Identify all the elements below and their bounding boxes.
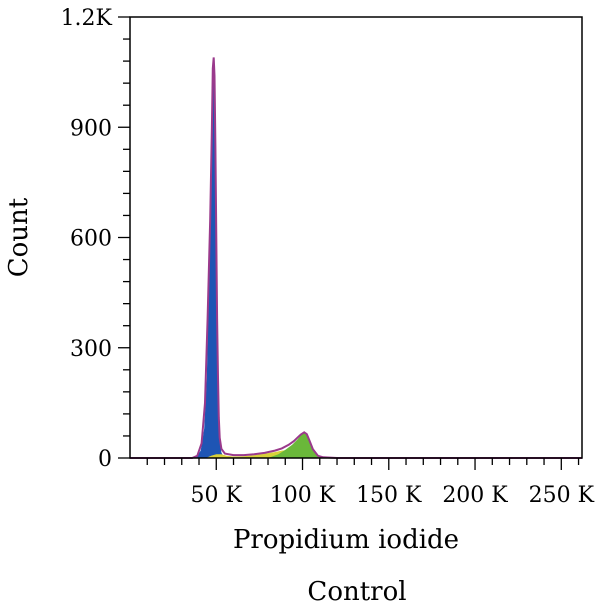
histogram-area-1: [195, 57, 227, 459]
axis-ticks: [118, 16, 580, 470]
x-tick-label: 150 K: [356, 483, 422, 508]
y-tick-label: 900: [70, 116, 112, 141]
y-tick-label: 1.2K: [61, 6, 113, 31]
x-tick-label: 250 K: [529, 483, 595, 508]
axis-tick-labels: 50 K 100 K 150 K 200 K 250 K 0 300 600 900 1.2K: [61, 6, 595, 508]
y-tick-label: 300: [70, 337, 112, 362]
plot-frame: [129, 16, 583, 459]
x-tick-label: 50 K: [191, 483, 243, 508]
x-axis-title: Propidium iodide: [233, 525, 459, 555]
histogram-area-2: [205, 449, 294, 458]
y-tick-label: 600: [70, 227, 112, 252]
y-tick-label: 0: [98, 447, 112, 472]
histogram-area-3: [268, 432, 324, 458]
histogram-marks: [130, 57, 582, 459]
histogram-outline: [130, 57, 582, 459]
x-tick-label: 200 K: [442, 483, 508, 508]
chart-caption: Control: [307, 577, 406, 607]
x-tick-label: 100 K: [270, 483, 336, 508]
y-axis-title: Count: [4, 197, 34, 277]
